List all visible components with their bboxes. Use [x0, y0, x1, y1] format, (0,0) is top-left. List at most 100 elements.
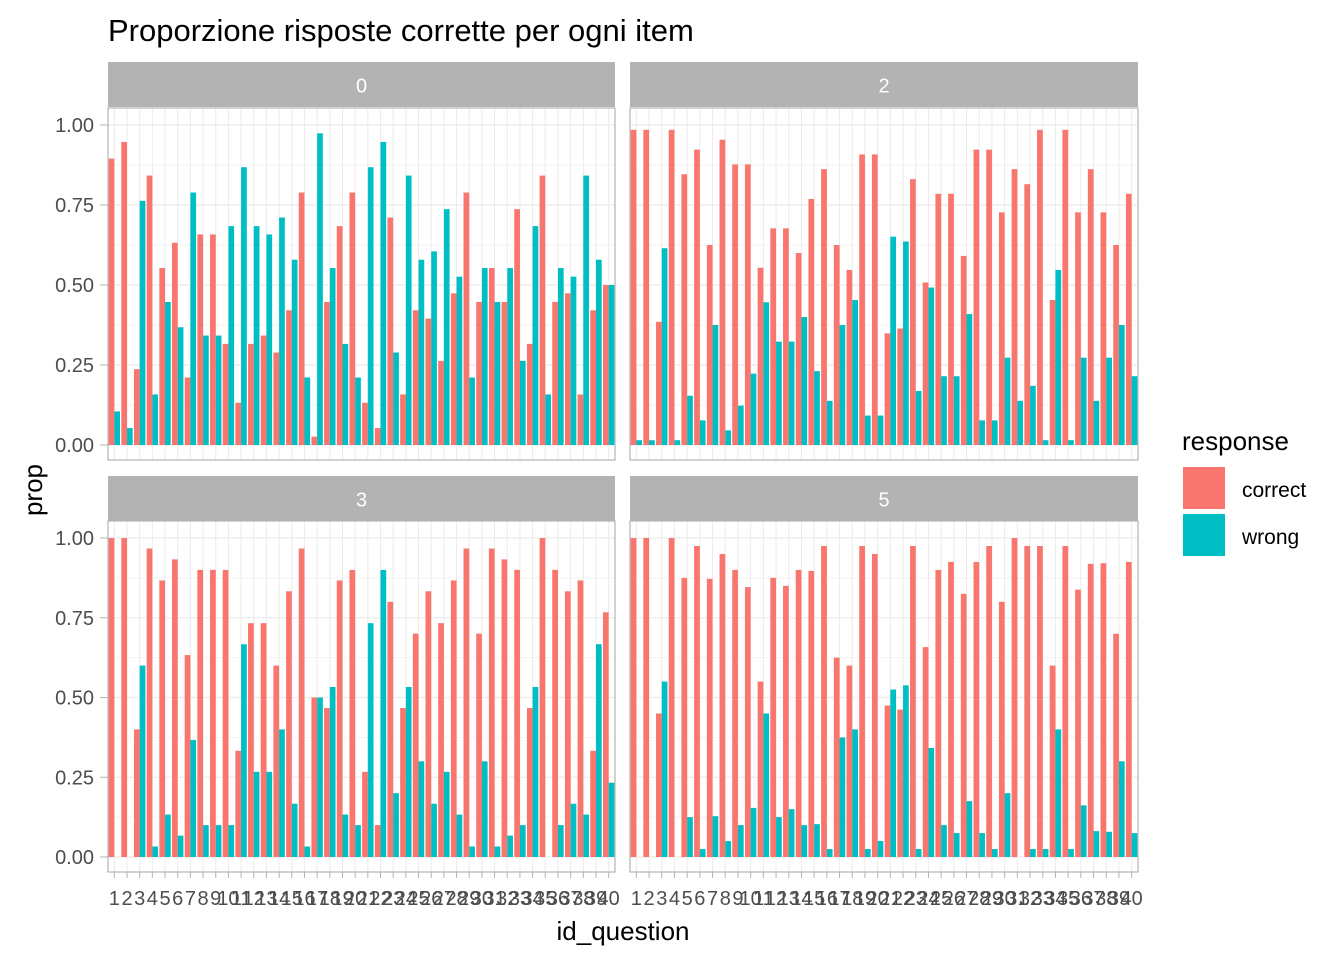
bar-wrong-q3	[661, 681, 668, 857]
bar-wrong-q20	[355, 377, 361, 445]
y-tick-label: 1.00	[55, 115, 94, 137]
bar-correct-q16	[298, 192, 305, 445]
bar-wrong-q11	[241, 167, 247, 446]
bar-correct-q16	[821, 169, 827, 445]
bar-correct-q12	[770, 228, 777, 445]
panel-background	[630, 521, 1138, 872]
bar-correct-q28	[450, 580, 457, 857]
bar-correct-q39	[1113, 245, 1119, 445]
x-tick-label: 14	[790, 888, 812, 910]
bar-correct-q20	[349, 192, 356, 445]
bar-correct-q27	[438, 360, 444, 445]
bar-wrong-q39	[595, 644, 602, 857]
bar-wrong-q32	[507, 835, 513, 857]
bar-correct-q15	[808, 198, 815, 445]
x-tick-label: 11	[231, 888, 252, 910]
panel-5: 51 2 3 4 5 6 7 8 9101112131415161718192021222324…	[629, 476, 1143, 910]
bar-correct-q8	[197, 234, 204, 445]
bar-correct-q30	[998, 601, 1005, 857]
bar-correct-q15	[286, 310, 292, 445]
legend-key-correct	[1183, 467, 1225, 509]
panel-strip	[630, 476, 1138, 521]
bar-correct-q16	[298, 548, 305, 857]
bar-wrong-q36	[557, 825, 564, 857]
bar-wrong-q9	[737, 405, 744, 445]
bar-wrong-q15	[291, 803, 298, 857]
x-tick-label: 5	[682, 888, 693, 910]
x-tick-label: 20	[867, 888, 889, 910]
bar-wrong-q20	[877, 841, 884, 857]
bar-wrong-q19	[342, 343, 349, 445]
bar-correct-q1	[630, 538, 637, 857]
bar-wrong-q18	[329, 268, 336, 445]
bar-wrong-q2	[127, 428, 133, 445]
bar-correct-q13	[783, 585, 789, 857]
bar-correct-q37	[564, 591, 571, 857]
bar-wrong-q1	[114, 411, 121, 445]
bar-correct-q5	[681, 577, 688, 857]
bar-correct-q36	[552, 569, 558, 857]
x-tick-label: 26	[420, 888, 442, 910]
bar-wrong-q28	[979, 420, 985, 445]
x-tick-label: 36	[547, 888, 569, 910]
x-tick-label: 2	[643, 888, 654, 910]
bar-correct-q40	[1125, 561, 1132, 857]
bar-wrong-q16	[826, 849, 833, 857]
bar-wrong-q10	[750, 807, 757, 857]
bar-wrong-q18	[852, 300, 858, 445]
bar-correct-q38	[577, 394, 584, 445]
bar-wrong-q29	[469, 846, 475, 857]
bar-correct-q5	[159, 268, 166, 445]
bar-correct-q3	[133, 729, 140, 857]
panel-strip	[630, 62, 1138, 107]
x-tick-label: 40	[1121, 888, 1143, 910]
bar-correct-q32	[1024, 545, 1031, 857]
x-tick-label: 28	[968, 888, 990, 910]
bar-wrong-q28	[456, 814, 463, 857]
bar-wrong-q10	[750, 373, 757, 445]
bar-wrong-q30	[1004, 793, 1011, 857]
x-tick-label: 10	[740, 888, 762, 910]
bar-correct-q11	[235, 402, 242, 445]
x-tick-label: 35	[534, 888, 556, 910]
panel-border	[107, 107, 616, 461]
x-tick-label: 31	[1006, 888, 1028, 910]
bar-wrong-q7	[190, 739, 197, 857]
bar-correct-q29	[986, 149, 992, 445]
x-tick-label: 9	[210, 888, 221, 910]
bar-correct-q2	[121, 538, 128, 857]
bar-correct-q22	[374, 428, 381, 445]
bar-wrong-q35	[1068, 849, 1074, 857]
bar-correct-q14	[795, 569, 802, 857]
bar-wrong-q35	[545, 394, 551, 445]
bar-wrong-q6	[177, 327, 184, 445]
bar-correct-q26	[425, 318, 432, 445]
y-axis-title: prop	[18, 464, 48, 516]
bar-wrong-q9	[215, 335, 222, 445]
x-tick-label: 38	[572, 888, 594, 910]
bar-correct-q24	[400, 394, 406, 445]
bar-correct-q37	[1087, 169, 1094, 445]
bar-wrong-q25	[418, 259, 425, 445]
bar-correct-q37	[1087, 563, 1094, 857]
y-tick-label: 1.00	[55, 528, 94, 550]
bar-correct-q9	[210, 569, 216, 857]
bar-correct-q6	[694, 545, 700, 857]
bar-wrong-q33	[519, 360, 526, 445]
bar-wrong-q21	[367, 623, 374, 857]
bar-correct-q20	[349, 569, 356, 857]
bar-wrong-q15	[291, 259, 298, 445]
bar-wrong-q32	[507, 268, 513, 445]
bar-correct-q11	[235, 750, 242, 857]
bar-correct-q29	[463, 548, 470, 857]
x-tick-label: 17	[828, 888, 850, 910]
x-tick-label: 24	[395, 888, 417, 910]
bar-wrong-q37	[1093, 400, 1100, 445]
y-tick-label: 0.25	[55, 355, 94, 377]
bar-correct-q12	[770, 577, 777, 857]
bar-correct-q1	[108, 538, 115, 857]
x-tick-label: 22	[892, 888, 914, 910]
bar-wrong-q34	[532, 226, 539, 445]
bar-wrong-q17	[839, 737, 846, 857]
bar-correct-q13	[260, 335, 267, 445]
